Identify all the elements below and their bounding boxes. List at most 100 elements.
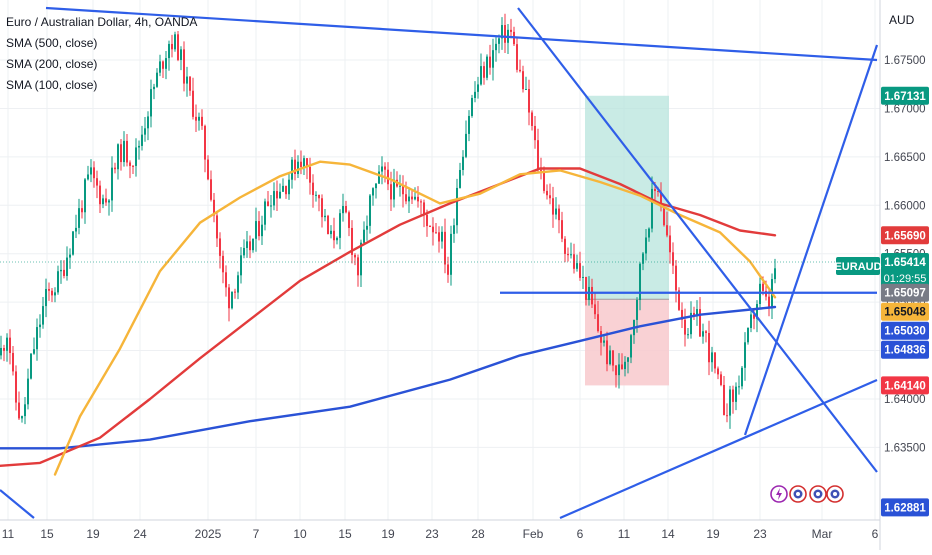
candle-body — [45, 288, 47, 307]
upper-trendline[interactable] — [45, 6, 878, 62]
candle-body — [612, 350, 614, 366]
candle-body — [375, 183, 377, 189]
candle-body — [573, 254, 575, 269]
candle-body — [120, 144, 122, 163]
candle-body — [213, 199, 215, 216]
candle-body — [648, 228, 650, 238]
candle-body — [486, 56, 488, 78]
candle-body — [399, 185, 401, 187]
price-label-text: 1.64140 — [884, 380, 926, 392]
symbol-badge[interactable] — [836, 257, 880, 276]
candle-body — [657, 191, 659, 193]
chart-title[interactable]: Euro / Australian Dollar, 4h, OANDA — [6, 15, 198, 29]
candle-body — [114, 167, 116, 170]
price-label-text: 1.65097 — [884, 288, 926, 300]
candle-body — [159, 61, 161, 73]
candle-body — [474, 91, 476, 98]
indicator-sma-200[interactable]: SMA (200, close) — [6, 57, 98, 71]
x-tick-label: 19 — [86, 527, 100, 541]
candle-body — [528, 88, 530, 113]
candle-body — [561, 220, 563, 239]
candle-body — [570, 254, 572, 256]
candle-body — [24, 404, 26, 417]
bottom-left-trendline[interactable] — [0, 489, 35, 519]
candle-body — [117, 144, 119, 170]
candle-body — [93, 167, 95, 179]
candle-body — [84, 179, 86, 213]
candle-body — [555, 208, 557, 215]
indicator-sma-500[interactable]: SMA (500, close) — [6, 36, 98, 50]
candle-body — [291, 159, 293, 180]
candle-body — [42, 306, 44, 325]
candle-body — [237, 275, 239, 293]
candle-body — [216, 215, 218, 239]
candle-body — [546, 190, 548, 196]
candle-body — [420, 201, 422, 203]
candle-body — [279, 191, 281, 199]
candle-body — [363, 229, 365, 243]
event-icons[interactable] — [770, 485, 844, 503]
x-tick-label: 15 — [40, 527, 54, 541]
candle-body — [654, 188, 656, 192]
candle-body — [192, 90, 194, 117]
y-tick-label: 1.67500 — [884, 55, 926, 67]
price-label-text: 1.65690 — [884, 230, 926, 242]
sma200-line[interactable] — [0, 167, 777, 467]
sma100-line[interactable] — [53, 160, 777, 476]
candle-body — [459, 169, 461, 188]
candle-body — [78, 208, 80, 228]
candle-body — [123, 140, 125, 163]
candle-body — [579, 263, 581, 278]
x-tick-label: 19 — [706, 527, 720, 541]
candle-body — [360, 242, 362, 276]
y-tick-label: 1.66000 — [884, 200, 926, 212]
candle-body — [738, 386, 740, 388]
x-tick-label: 23 — [753, 527, 767, 541]
candle-body — [267, 201, 269, 207]
candle-body — [432, 226, 434, 233]
lightning-icon[interactable] — [770, 485, 788, 503]
indicator-sma-100[interactable]: SMA (100, close) — [6, 78, 98, 92]
candle-body — [228, 287, 230, 309]
candle-body — [6, 337, 8, 351]
candle-body — [762, 283, 764, 291]
descending-trendline[interactable] — [517, 7, 878, 473]
calendar-event-icon[interactable] — [789, 485, 807, 503]
loss-zone[interactable] — [585, 299, 669, 386]
candle-body — [0, 347, 2, 356]
candle-body — [246, 241, 248, 248]
profit-zone[interactable] — [585, 95, 669, 300]
candle-body — [3, 347, 5, 351]
candle-body — [483, 66, 485, 78]
candle-body — [642, 253, 644, 264]
candle-body — [549, 195, 551, 199]
candle-body — [675, 265, 677, 291]
candle-body — [222, 255, 224, 273]
candle-body — [129, 162, 131, 166]
candle-body — [489, 56, 491, 68]
x-tick-label: 10 — [293, 527, 307, 541]
candle-body — [234, 291, 236, 293]
candle-body — [297, 161, 299, 174]
candle-body — [615, 365, 617, 376]
trendlines[interactable] — [0, 6, 879, 520]
candle-body — [696, 309, 698, 316]
candle-body — [591, 286, 593, 305]
candle-body — [312, 182, 314, 196]
y-tick-label: 1.67000 — [884, 103, 926, 115]
sma500-line[interactable] — [0, 305, 777, 450]
candle-body — [435, 232, 437, 234]
price-label-text: 1.65414 — [884, 257, 926, 269]
currency-label[interactable]: AUD — [889, 13, 915, 27]
candle-body — [465, 133, 467, 157]
calendar-event-icon[interactable] — [826, 485, 844, 503]
candle-body — [510, 29, 512, 32]
lower-rising-trendline[interactable] — [559, 378, 878, 520]
steep-rising-trendline[interactable] — [743, 44, 879, 436]
candle-body — [165, 58, 167, 69]
candle-body — [57, 271, 59, 293]
calendar-event-icon[interactable] — [809, 485, 827, 503]
